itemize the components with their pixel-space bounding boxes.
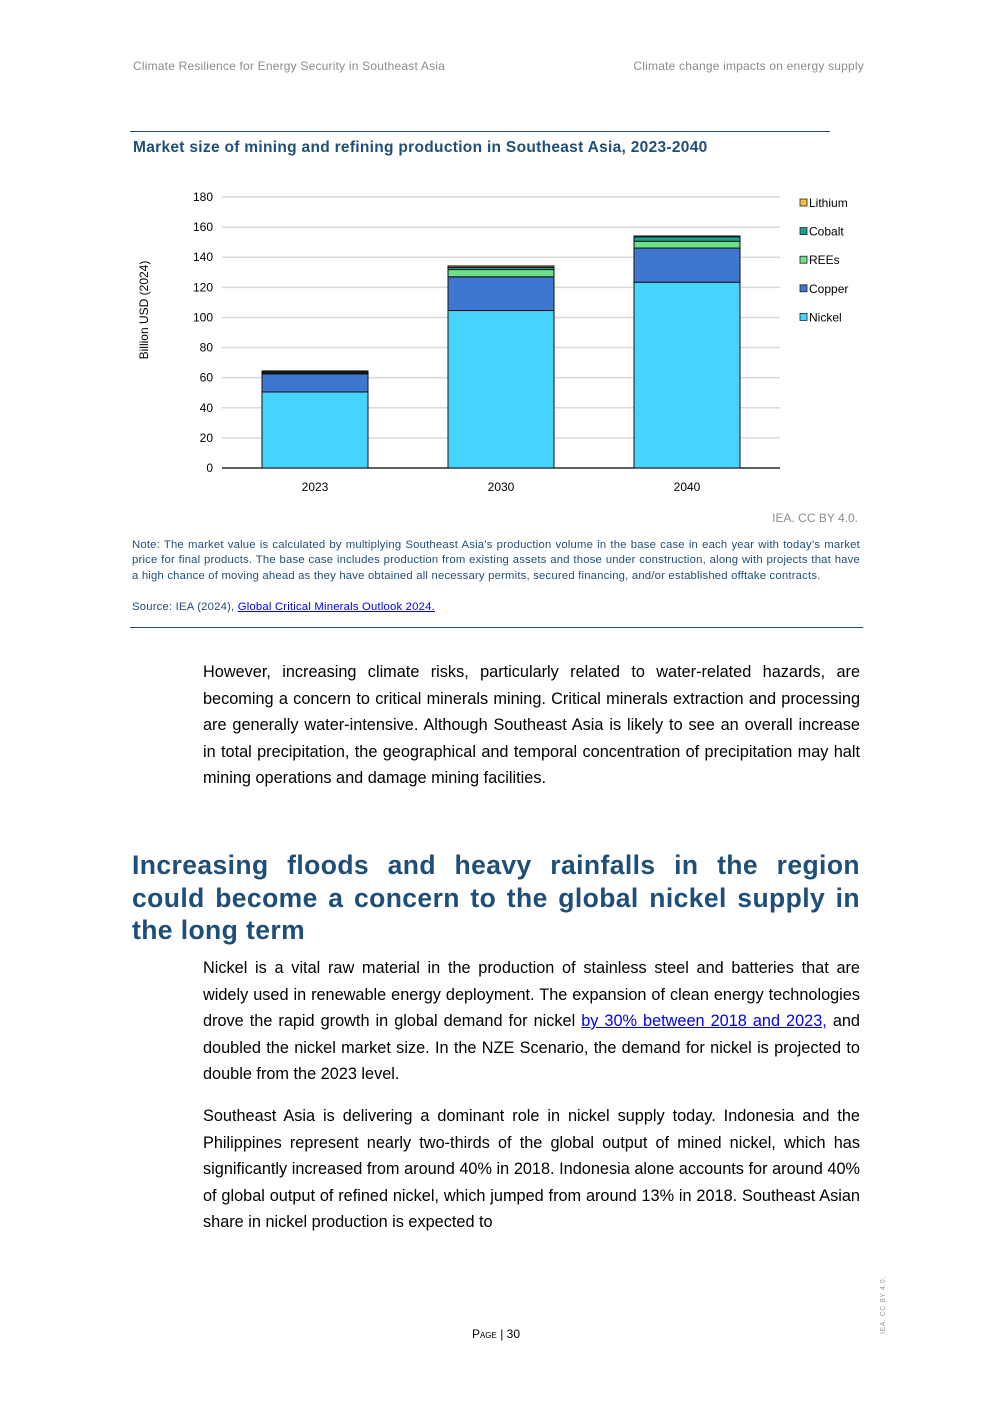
x-tick-label: 2030 — [488, 480, 515, 494]
page-label: Page — [471, 1327, 497, 1341]
bar-segment-copper-2040 — [633, 247, 741, 283]
legend-label-nickel: Nickel — [809, 310, 842, 324]
legend-swatch-copper — [799, 284, 808, 293]
running-header-section: Climate change impacts on energy supply — [633, 59, 864, 73]
x-tick-label: 2023 — [302, 480, 329, 494]
y-tick-label: 120 — [193, 280, 213, 294]
text-span: Nickel is a vital raw material in the pr… — [203, 959, 860, 1030]
figure-note: Note: The market value is calculated by … — [132, 539, 860, 582]
figure-title: Market size of mining and refining produ… — [133, 139, 708, 156]
y-tick-label: 180 — [193, 190, 213, 204]
y-axis-label: Billion USD (2024) — [137, 261, 151, 360]
y-tick-label: 100 — [193, 310, 213, 324]
text-span: and doubled the nickel market size. In t… — [203, 1012, 860, 1083]
page-number: Page | 30 — [0, 1327, 992, 1341]
bar-segment-nickel-2040 — [633, 281, 741, 469]
bar-segment-nickel-2030 — [447, 310, 555, 469]
page-separator: | — [496, 1327, 507, 1341]
bar-segment-rees-2040 — [633, 240, 741, 249]
legend-label-cobalt: Cobalt — [809, 225, 844, 239]
y-tick-label: 140 — [193, 250, 213, 264]
legend-swatch-cobalt — [799, 227, 808, 235]
stacked-bar-chart: Billion USD (2024) 020406080100120140160… — [137, 190, 848, 494]
page-number-value: 30 — [506, 1327, 521, 1341]
y-tick-label: 80 — [200, 341, 214, 355]
running-header-title: Climate Resilience for Energy Security i… — [133, 59, 446, 73]
legend-label-copper: Copper — [809, 282, 848, 296]
body-paragraph: Nickel is a vital raw material in the pr… — [203, 955, 860, 1088]
source-prefix: Source: IEA (2024), — [132, 601, 238, 613]
bar-segment-nickel-2023 — [261, 391, 369, 469]
legend-swatch-nickel — [799, 312, 808, 321]
bar-segment-lithium-2023 — [261, 370, 369, 373]
y-tick-label: 40 — [200, 401, 214, 415]
legend-label-rees: REEs — [809, 253, 840, 267]
figure-credit: IEA. CC BY 4.0. — [772, 511, 858, 525]
y-tick-label: 20 — [200, 431, 214, 445]
body-paragraph: However, increasing climate risks, parti… — [203, 663, 860, 787]
y-tick-label: 60 — [200, 371, 214, 385]
bar-segment-lithium-2030 — [447, 265, 555, 268]
bar-segment-copper-2023 — [261, 373, 369, 393]
bar-segment-copper-2030 — [447, 276, 555, 312]
legend-swatch-lithium — [799, 198, 808, 207]
y-tick-label: 160 — [193, 220, 213, 234]
section-heading: Increasing floods and heavy rainfalls in… — [132, 850, 860, 945]
demand-growth-link[interactable]: by 30% between 2018 and 2023, — [581, 1012, 827, 1030]
y-tick-label: 0 — [206, 461, 213, 475]
figure-source: Source: IEA (2024), Global Critical Mine… — [132, 601, 435, 613]
bar-segment-cobalt-2040 — [633, 236, 741, 242]
bar-segment-rees-2030 — [447, 269, 555, 278]
source-link[interactable]: Global Critical Minerals Outlook 2024. — [237, 601, 435, 613]
bar-segment-lithium-2040 — [633, 235, 741, 238]
body-paragraph: Southeast Asia is delivering a dominant … — [203, 1107, 860, 1231]
legend-label-lithium: Lithium — [809, 196, 848, 210]
figure-top-rule — [130, 131, 830, 132]
figure-bottom-rule — [130, 627, 863, 628]
legend-swatch-rees — [799, 255, 808, 264]
x-tick-label: 2040 — [674, 480, 701, 494]
side-license: IEA. CC BY 4.0. — [880, 1276, 887, 1334]
